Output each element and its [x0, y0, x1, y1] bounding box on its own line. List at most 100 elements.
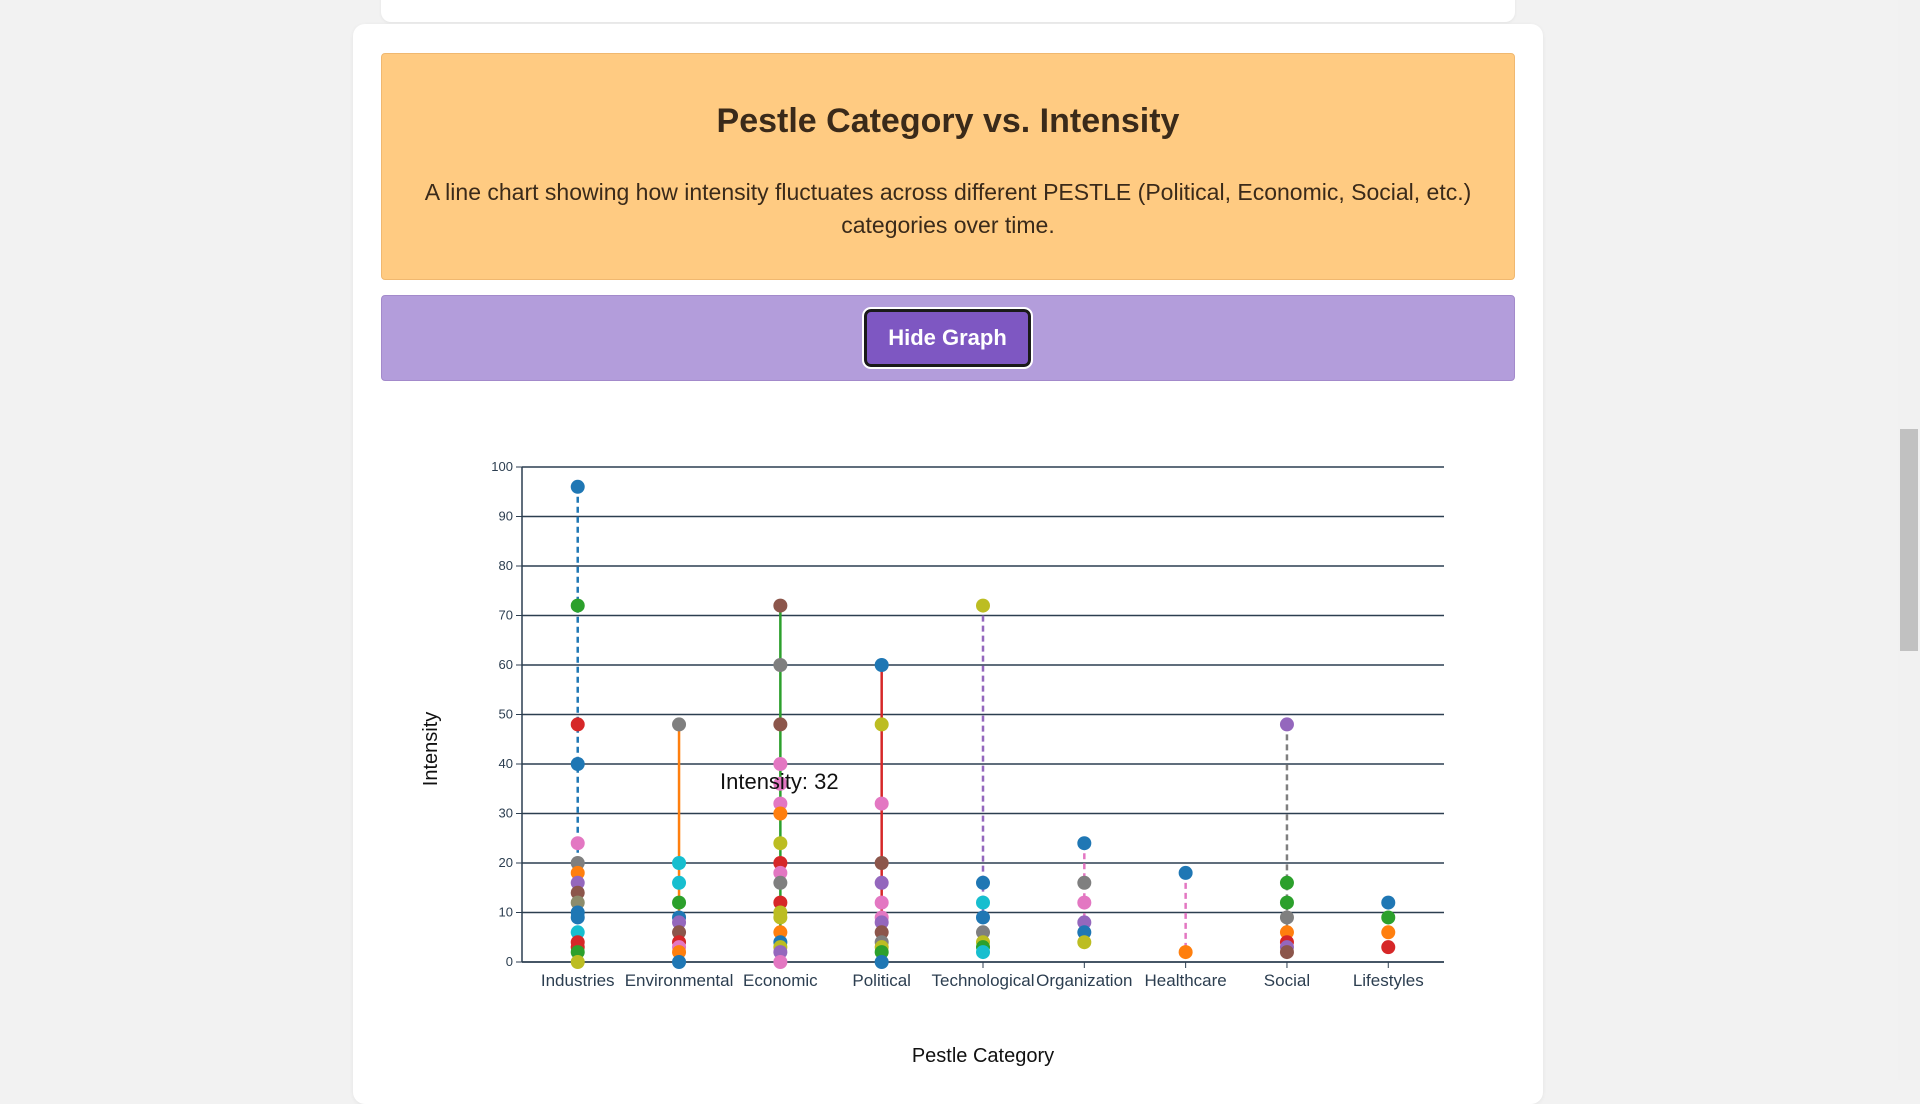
- data-point: [874, 856, 889, 870]
- hide-graph-button[interactable]: Hide Graph: [862, 307, 1033, 369]
- data-point: [570, 945, 585, 960]
- data-point: [570, 757, 585, 771]
- x-tick-label: Healthcare: [1145, 971, 1227, 990]
- data-point: [1077, 895, 1092, 910]
- data-point: [773, 836, 788, 851]
- data-point: [1077, 935, 1092, 950]
- data-point: [773, 925, 788, 940]
- data-point: [773, 856, 788, 870]
- y-tick-label: 10: [499, 905, 513, 920]
- data-point: [570, 885, 585, 900]
- x-tick-label: Political: [852, 971, 911, 990]
- data-point: [1279, 945, 1294, 960]
- x-tick-label: Social: [1264, 971, 1310, 990]
- data-point: [874, 915, 889, 930]
- data-point: [773, 865, 788, 880]
- data-point: [773, 776, 788, 791]
- data-point: [672, 945, 687, 960]
- y-tick-label: 60: [499, 657, 513, 672]
- data-point: [570, 717, 585, 732]
- data-point: [976, 925, 990, 940]
- data-point: [1279, 895, 1294, 910]
- data-point: [874, 925, 889, 940]
- y-tick-label: 100: [491, 459, 513, 474]
- previous-card: [381, 0, 1515, 22]
- data-point: [976, 875, 990, 890]
- y-tick-label: 90: [499, 509, 513, 524]
- data-point: [1381, 895, 1396, 910]
- data-point: [874, 955, 889, 969]
- data-point: [570, 895, 585, 910]
- data-point: [874, 658, 889, 672]
- data-point: [773, 598, 788, 613]
- chart-description: A line chart showing how intensity fluct…: [424, 179, 1472, 238]
- y-tick-label: 0: [506, 954, 513, 969]
- data-point: [1077, 836, 1092, 851]
- data-point: [773, 895, 788, 910]
- data-point: [874, 717, 889, 732]
- data-point: [773, 796, 788, 811]
- data-point: [1279, 925, 1294, 940]
- scrollbar: [1898, 0, 1920, 1080]
- data-point: [874, 796, 889, 811]
- data-point: [773, 806, 788, 821]
- y-tick-label: 80: [499, 558, 513, 573]
- data-point: [570, 856, 585, 870]
- data-point: [570, 910, 585, 925]
- data-point: [570, 836, 585, 851]
- data-point: [1381, 910, 1396, 925]
- x-tick-label: Economic: [743, 971, 818, 990]
- x-tick-label: Technological: [931, 971, 1034, 990]
- data-point: [874, 895, 889, 910]
- data-point: [672, 717, 687, 732]
- data-point: [672, 895, 687, 910]
- scrollbar-thumb[interactable]: [1900, 429, 1918, 651]
- data-point: [570, 955, 585, 969]
- data-point: [976, 945, 990, 960]
- data-point: [1279, 717, 1294, 732]
- chart: 0 10 20 30 40 50 60 70 80 90 100 Industries Environm…: [420, 459, 1444, 1067]
- data-point: [1381, 940, 1396, 955]
- data-point: [1077, 875, 1092, 890]
- page: Pestle Category vs. Intensity html, body…: [353, 0, 1920, 1104]
- data-point: [1077, 915, 1092, 930]
- data-point: [773, 945, 788, 960]
- y-tick-label: 70: [499, 608, 513, 623]
- x-axis-label: Pestle Category: [912, 1045, 1054, 1067]
- data-point: [570, 875, 585, 890]
- data-point: [1279, 875, 1294, 890]
- data-point: [976, 598, 990, 613]
- data-point: [773, 757, 788, 771]
- y-tick-label: 20: [499, 855, 513, 870]
- data-point: [672, 856, 687, 870]
- data-point: [773, 875, 788, 890]
- y-tick-label: 40: [499, 756, 513, 771]
- x-tick-label: Industries: [541, 971, 615, 990]
- tooltip: Intensity: 32: [720, 769, 839, 794]
- data-point: [874, 875, 889, 890]
- data-point: [570, 925, 585, 940]
- y-axis-label: Intensity: [420, 712, 442, 786]
- data-point: [672, 955, 687, 969]
- data-point: [773, 955, 788, 969]
- x-tick-label: Organization: [1036, 971, 1132, 990]
- data-point: [976, 895, 990, 910]
- data-point: [1077, 925, 1092, 940]
- data-point: [773, 910, 788, 925]
- data-point: [1178, 945, 1193, 960]
- y-tick-label: 30: [499, 806, 513, 821]
- chart-title: Pestle Category vs. Intensity: [716, 102, 1180, 140]
- data-point: [570, 598, 585, 613]
- data-point: [773, 717, 788, 732]
- data-point: [672, 875, 687, 890]
- data-point: [1178, 865, 1193, 880]
- data-point: [1381, 925, 1396, 940]
- y-tick-label: 50: [499, 707, 513, 722]
- x-tick-label: Lifestyles: [1353, 971, 1424, 990]
- data-point: [874, 945, 889, 960]
- body: {"header": {"title": "Pestle Category vs…: [353, 0, 1920, 1104]
- data-point: [672, 925, 687, 940]
- data-point: [570, 479, 585, 494]
- chart-header: Pestle Category vs. Intensity A line cha…: [381, 53, 1515, 280]
- data-point: [976, 910, 990, 925]
